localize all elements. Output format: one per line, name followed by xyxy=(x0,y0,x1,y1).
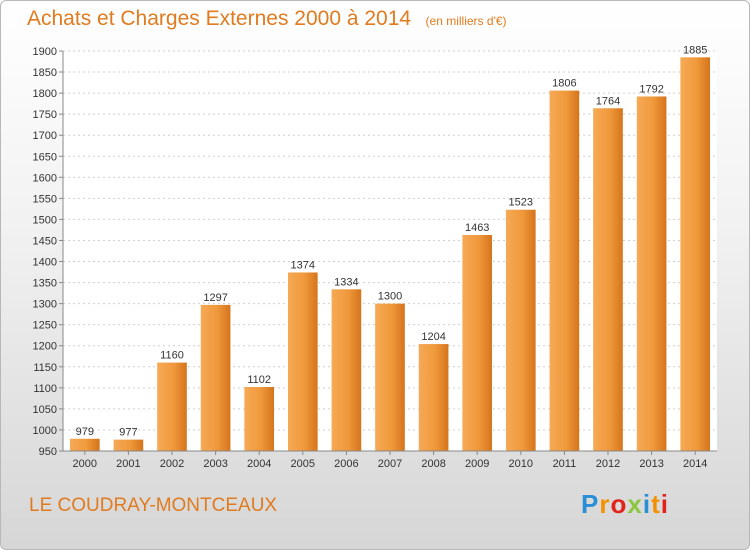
bar-2000 xyxy=(69,438,100,451)
y-tick-label: 1300 xyxy=(33,299,57,311)
bar-2005 xyxy=(287,272,318,451)
y-tick-label: 1100 xyxy=(33,383,57,395)
data-label-2007: 1300 xyxy=(378,291,402,303)
x-tick-label-2014: 2014 xyxy=(683,458,707,470)
x-tick-label-2009: 2009 xyxy=(465,458,489,470)
y-tick-label: 1800 xyxy=(33,88,57,100)
bar-2008 xyxy=(418,344,449,451)
x-tick-label-2006: 2006 xyxy=(334,458,358,470)
y-tick-label: 950 xyxy=(39,446,57,458)
x-tick-label-2004: 2004 xyxy=(247,458,271,470)
brand-letter: o xyxy=(610,489,628,519)
y-tick-label: 1150 xyxy=(33,362,57,374)
data-label-2013: 1792 xyxy=(639,83,663,95)
x-tick-label-2008: 2008 xyxy=(421,458,445,470)
brand-letter: t xyxy=(651,489,661,519)
brand-letter: r xyxy=(599,489,611,519)
brand-letter: i xyxy=(660,489,669,519)
y-tick-label: 1900 xyxy=(33,46,57,58)
bar-2001 xyxy=(113,439,144,451)
data-label-2012: 1764 xyxy=(596,95,620,107)
bar-2012 xyxy=(593,108,623,452)
x-tick-label-2003: 2003 xyxy=(203,458,227,470)
data-label-2001: 977 xyxy=(119,427,137,439)
x-tick-label-2001: 2001 xyxy=(116,458,140,470)
brand-letter: P xyxy=(581,489,600,519)
y-tick-label: 1200 xyxy=(33,341,57,353)
x-tick-label-2013: 2013 xyxy=(639,458,663,470)
y-tick-label: 1700 xyxy=(33,130,57,142)
y-tick-label: 1050 xyxy=(33,404,57,416)
brand-letter: i xyxy=(642,489,652,519)
brand-logo: Proxiti xyxy=(581,489,669,520)
bar-2014 xyxy=(680,57,711,451)
bar-2006 xyxy=(331,289,362,451)
bar-2007 xyxy=(375,303,405,451)
x-tick-label-2000: 2000 xyxy=(73,458,97,470)
place-name: LE COUDRAY-MONTCEAUX xyxy=(29,495,278,516)
x-tick-label-2010: 2010 xyxy=(509,458,533,470)
data-label-2008: 1204 xyxy=(421,331,445,343)
data-label-2005: 1374 xyxy=(291,259,315,271)
data-label-2011: 1806 xyxy=(552,78,576,90)
data-label-2002: 1160 xyxy=(160,350,184,362)
y-tick-label: 1350 xyxy=(33,278,57,290)
bar-2011 xyxy=(549,90,580,451)
y-tick-label: 1400 xyxy=(33,257,57,269)
data-label-2014: 1885 xyxy=(683,44,707,56)
data-label-2000: 979 xyxy=(76,426,94,438)
chart-title: Achats et Charges Externes 2000 à 2014 xyxy=(27,7,412,30)
bar-2013 xyxy=(636,96,667,451)
bar-2003 xyxy=(200,304,231,451)
data-label-2009: 1463 xyxy=(465,222,489,234)
brand-letter: x xyxy=(627,489,643,519)
bar-2009 xyxy=(462,235,493,451)
y-tick-label: 1500 xyxy=(33,214,57,226)
y-tick-label: 1000 xyxy=(33,425,57,437)
data-label-2003: 1297 xyxy=(203,292,227,304)
bar-2010 xyxy=(505,209,536,451)
x-tick-label-2005: 2005 xyxy=(291,458,315,470)
y-tick-label: 1450 xyxy=(33,235,57,247)
bar-2002 xyxy=(157,362,187,451)
y-tick-label: 1550 xyxy=(33,193,57,205)
title-row: Achats et Charges Externes 2000 à 2014 (… xyxy=(27,7,507,31)
bars-layer: 979 977 1160 1297 1102 1374 1334 1300 1204 1463 15… xyxy=(69,44,711,452)
x-tick-label-2012: 2012 xyxy=(596,458,620,470)
x-tick-label-2007: 2007 xyxy=(378,458,402,470)
bar-2004 xyxy=(244,387,275,451)
chart-unit: (en milliers d'€) xyxy=(425,14,507,28)
data-label-2006: 1334 xyxy=(334,276,358,288)
y-tick-label: 1250 xyxy=(33,320,57,332)
y-tick-label: 1850 xyxy=(33,67,57,79)
data-label-2010: 1523 xyxy=(509,197,533,209)
y-tick-label: 1750 xyxy=(33,109,57,121)
x-tick-label-2011: 2011 xyxy=(553,458,577,470)
axis-layer: 950 1000 1050 1100 1150 1200 1250 1300 1350 1400 1… xyxy=(33,46,717,470)
y-tick-label: 1650 xyxy=(33,151,57,163)
x-tick-label-2002: 2002 xyxy=(160,458,184,470)
y-tick-label: 1600 xyxy=(33,172,57,184)
data-label-2004: 1102 xyxy=(247,374,271,386)
